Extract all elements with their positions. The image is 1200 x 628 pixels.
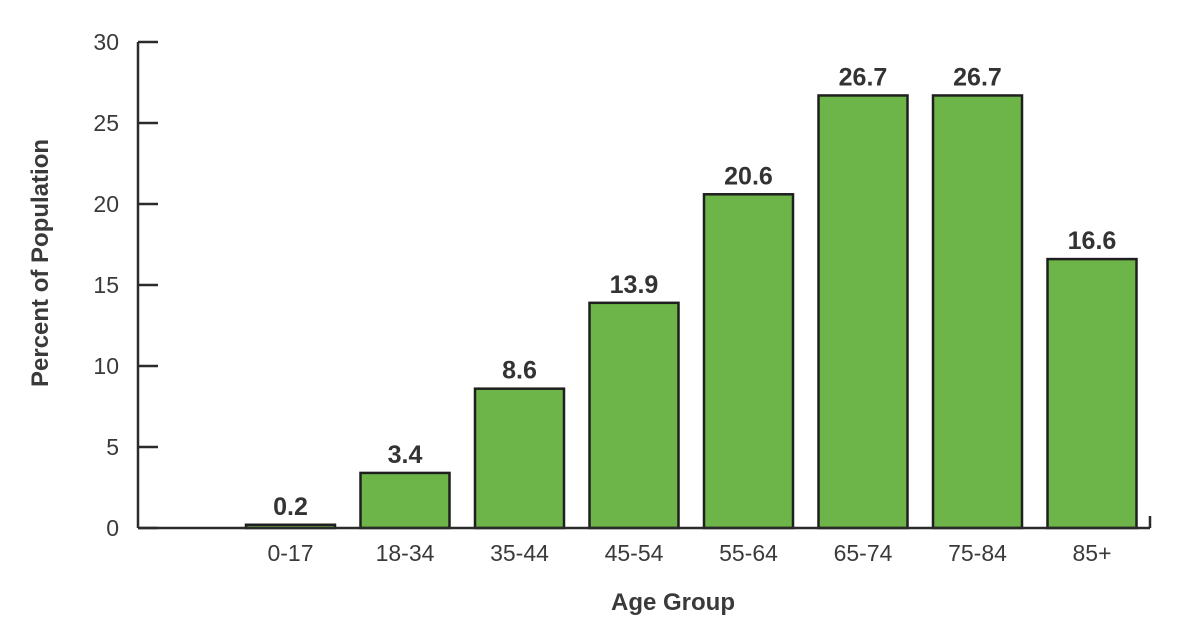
y-tick-label: 15 — [93, 272, 119, 298]
bar-65-74 — [817, 94, 909, 530]
bars — [244, 94, 1138, 530]
x-tick-label-35-44: 35-44 — [490, 540, 549, 566]
bar-18-34 — [359, 471, 451, 530]
y-tick-label: 25 — [93, 110, 119, 136]
y-tick-label: 30 — [93, 29, 119, 55]
bar-45-54 — [588, 301, 680, 530]
y-tick-label: 10 — [93, 353, 119, 379]
x-tick-label-0-17: 0-17 — [267, 540, 313, 566]
y-tick-label: 20 — [93, 191, 119, 217]
value-label-75-84: 26.7 — [953, 63, 1002, 91]
value-label-35-44: 8.6 — [502, 357, 537, 385]
x-tick-label-45-54: 45-54 — [605, 540, 664, 566]
y-axis-ticks: 0 5 10 15 20 25 30 — [93, 29, 158, 541]
bar-55-64 — [702, 193, 795, 530]
x-axis-title: Age Group — [611, 589, 735, 616]
bar-35-44 — [473, 387, 566, 530]
bar-75-84 — [931, 94, 1024, 530]
value-label-0-17: 0.2 — [273, 493, 308, 521]
x-tick-label-85+: 85+ — [1072, 540, 1111, 566]
y-tick-label: 5 — [106, 434, 119, 460]
y-axis-title: Percent of Population — [27, 139, 54, 387]
bar-85+ — [1046, 257, 1138, 530]
value-label-65-74: 26.7 — [839, 63, 888, 91]
value-labels: 0.2 3.4 8.6 13.9 20.6 26.7 26.7 16.6 — [273, 63, 1116, 520]
value-label-18-34: 3.4 — [388, 441, 423, 469]
y-tick-label: 0 — [106, 515, 119, 541]
x-tick-label-75-84: 75-84 — [948, 540, 1007, 566]
x-tick-label-55-64: 55-64 — [719, 540, 778, 566]
x-axis-tick-labels: 0-17 18-34 35-44 45-54 55-64 65-74 75-84 85+ — [267, 540, 1111, 566]
x-tick-label-18-34: 18-34 — [376, 540, 435, 566]
value-label-85+: 16.6 — [1068, 227, 1117, 255]
value-label-45-54: 13.9 — [610, 271, 659, 299]
x-tick-label-65-74: 65-74 — [834, 540, 893, 566]
value-label-55-64: 20.6 — [724, 162, 773, 190]
